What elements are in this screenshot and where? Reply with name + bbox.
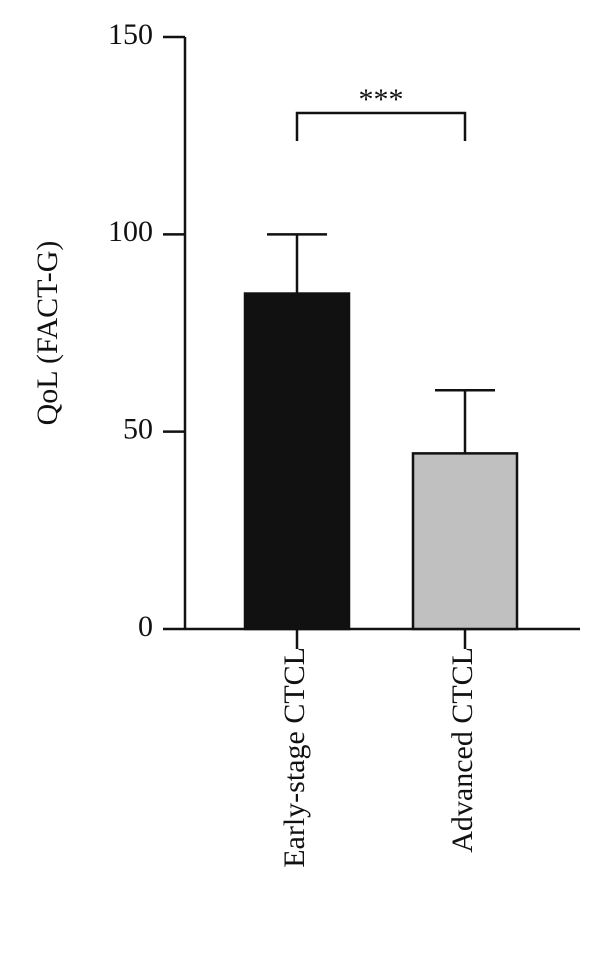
y-tick-label: 50 (123, 413, 153, 446)
y-tick-label: 100 (108, 215, 153, 248)
bar (411, 452, 519, 631)
y-axis-label: QoL (FACT-G) (31, 241, 64, 426)
significance-label: *** (359, 83, 404, 116)
significance-bracket (295, 111, 467, 141)
bar (243, 292, 351, 631)
y-tick-label: 150 (108, 18, 153, 51)
y-tick-label: 0 (138, 610, 153, 643)
x-tick-label: Early-stage CTCL (278, 647, 311, 868)
x-tick-label: Advanced CTCL (446, 647, 479, 853)
